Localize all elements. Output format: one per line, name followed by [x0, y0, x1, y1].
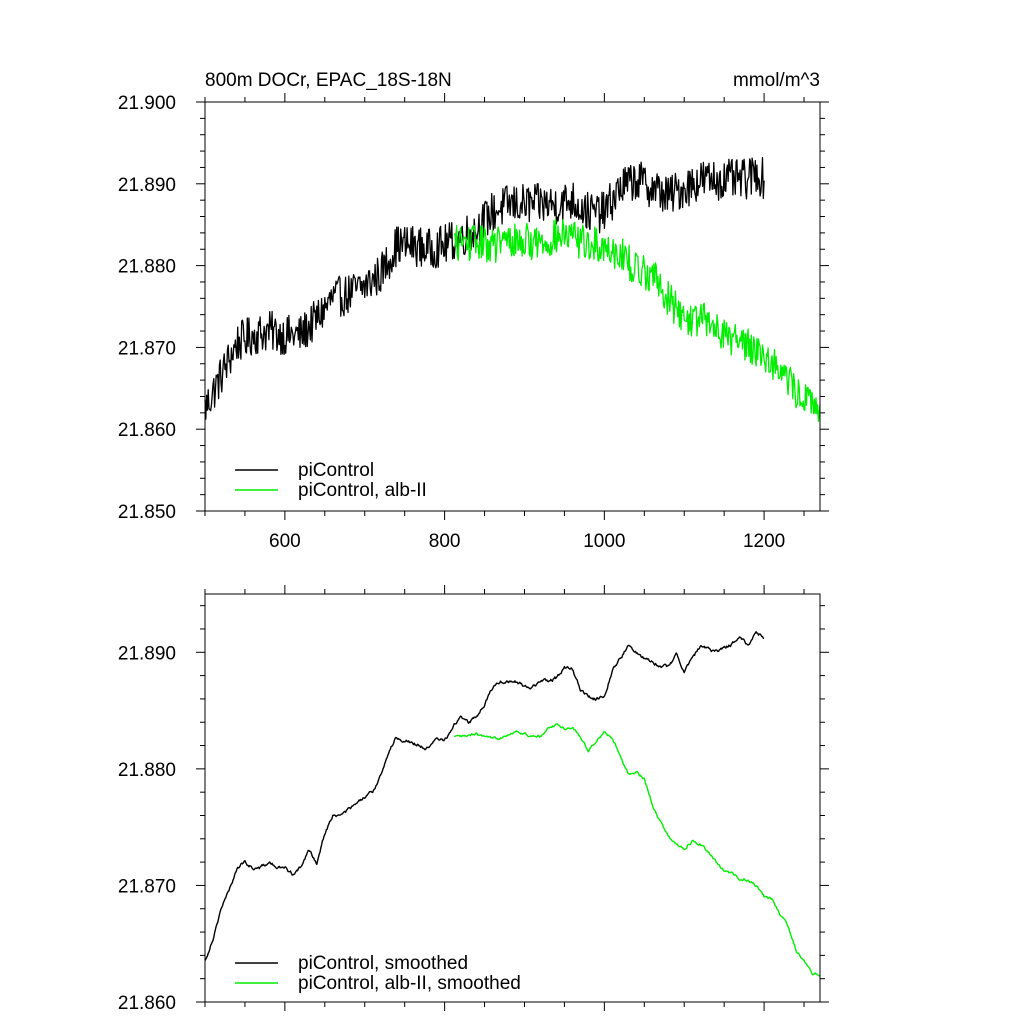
legend-label: piControl, smoothed [298, 953, 468, 974]
y-tick-label: 21.880 [118, 760, 176, 781]
units-label: mmol/m^3 [733, 70, 820, 91]
y-tick-label: 21.870 [118, 338, 176, 359]
y-tick-label: 21.860 [118, 993, 176, 1014]
legend-label: piControl, alb-II, smoothed [298, 973, 521, 994]
series-line [453, 219, 821, 422]
y-tick-label: 21.860 [118, 420, 176, 441]
panel-top-series [204, 157, 821, 422]
panel-bottom-series [204, 631, 820, 977]
y-tick-label: 21.850 [118, 502, 176, 523]
panel-top-frame [204, 101, 821, 512]
x-tick-label: 1200 [743, 531, 785, 552]
y-tick-label: 21.880 [118, 257, 176, 278]
series-line [453, 723, 820, 977]
series-line [204, 157, 765, 420]
x-tick-label: 600 [269, 531, 301, 552]
series-line [204, 631, 765, 961]
chart-title: 800m DOCr, EPAC_18S-18N [205, 70, 452, 91]
x-tick-label: 1000 [583, 531, 625, 552]
y-tick-label: 21.890 [118, 643, 176, 664]
panel-bottom: 21.860 21.870 21.880 21.890 piControl, smoo… [118, 585, 829, 1014]
y-tick-label: 21.870 [118, 876, 176, 897]
legend-label: piControl [298, 460, 374, 481]
panel-top: 800m DOCr, EPAC_18S-18N mmol/m^3 600 800 1… [118, 70, 829, 552]
legend-label: piControl, alb-II [298, 480, 427, 501]
panel-top-ticks: 600 800 1000 1200 21.850 21.860 21.870 21.880 21… [118, 93, 829, 552]
x-tick-label: 800 [429, 531, 461, 552]
panel-bottom-frame [204, 593, 821, 1003]
y-tick-label: 21.900 [118, 93, 176, 114]
y-tick-label: 21.890 [118, 175, 176, 196]
panel-bottom-ticks: 21.860 21.870 21.880 21.890 [118, 585, 829, 1014]
